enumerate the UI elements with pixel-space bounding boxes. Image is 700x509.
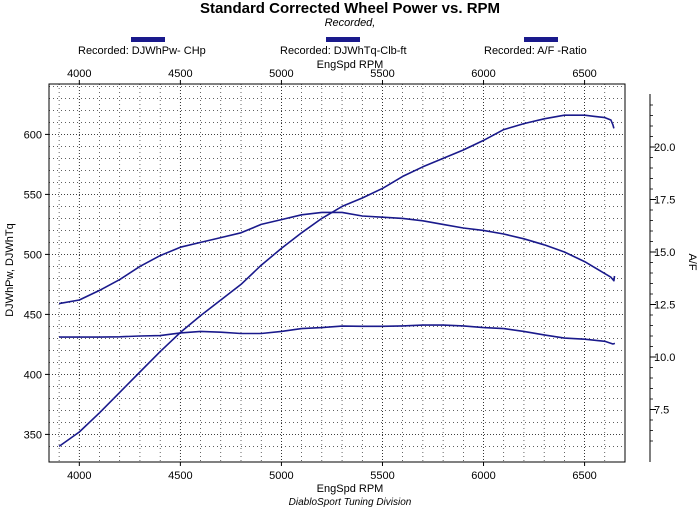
x-axis-title-top: EngSpd RPM [316,59,384,71]
legend-label-torque: Recorded: DJWhTq-Clb-ft [280,45,407,57]
x-axis-title-bottom: EngSpd RPM [316,483,384,495]
y-right-tick-label: 10.0 [654,352,675,364]
y-tick-label: 450 [24,309,42,321]
legend-label-power: Recorded: DJWhPw- CHp [78,45,206,57]
y-tick-label: 600 [24,129,42,141]
x-tick-label: 5000 [269,470,293,482]
legend-label-af: Recorded: A/F -Ratio [484,45,587,57]
series-line-power [58,114,615,448]
x-tick-label-top: 6500 [572,68,596,80]
x-tick-label: 4000 [67,470,91,482]
x-tick-label: 5500 [370,470,394,482]
x-tick-label: 6500 [572,470,596,482]
y-tick-label: 500 [24,249,42,261]
x-tick-label-top: 4500 [168,68,192,80]
chart-subtitle: Recorded, [324,17,376,29]
plot-frame [48,83,626,463]
y-right-tick-label: 20.0 [654,142,675,154]
legend-swatch-power [131,37,165,42]
legend-swatch-torque [326,37,360,42]
legend-swatch-af [524,37,558,42]
x-tick-label-top: 5500 [370,68,394,80]
y-right-tick-label: 12.5 [654,300,675,312]
x-tick-label-top: 4000 [67,68,91,80]
y-tick-label: 400 [24,369,42,381]
y-right-tick-label: 15.0 [654,247,675,259]
x-tick-label: 4500 [168,470,192,482]
chart-title: Standard Corrected Wheel Power vs. RPM [199,0,501,17]
y-right-tick-label: 17.5 [654,195,675,207]
y-right-tick-label: 7.5 [654,405,669,417]
y-tick-label: 350 [24,429,42,441]
series-line-af [59,324,616,345]
x-tick-label-top: 6000 [471,68,495,80]
x-tick-label-top: 5000 [269,68,293,80]
chart-footer: DiabloSport Tuning Division [288,497,412,508]
y-tick-label: 550 [24,189,42,201]
x-tick-label: 6000 [471,470,495,482]
series-line-torque [58,211,616,305]
